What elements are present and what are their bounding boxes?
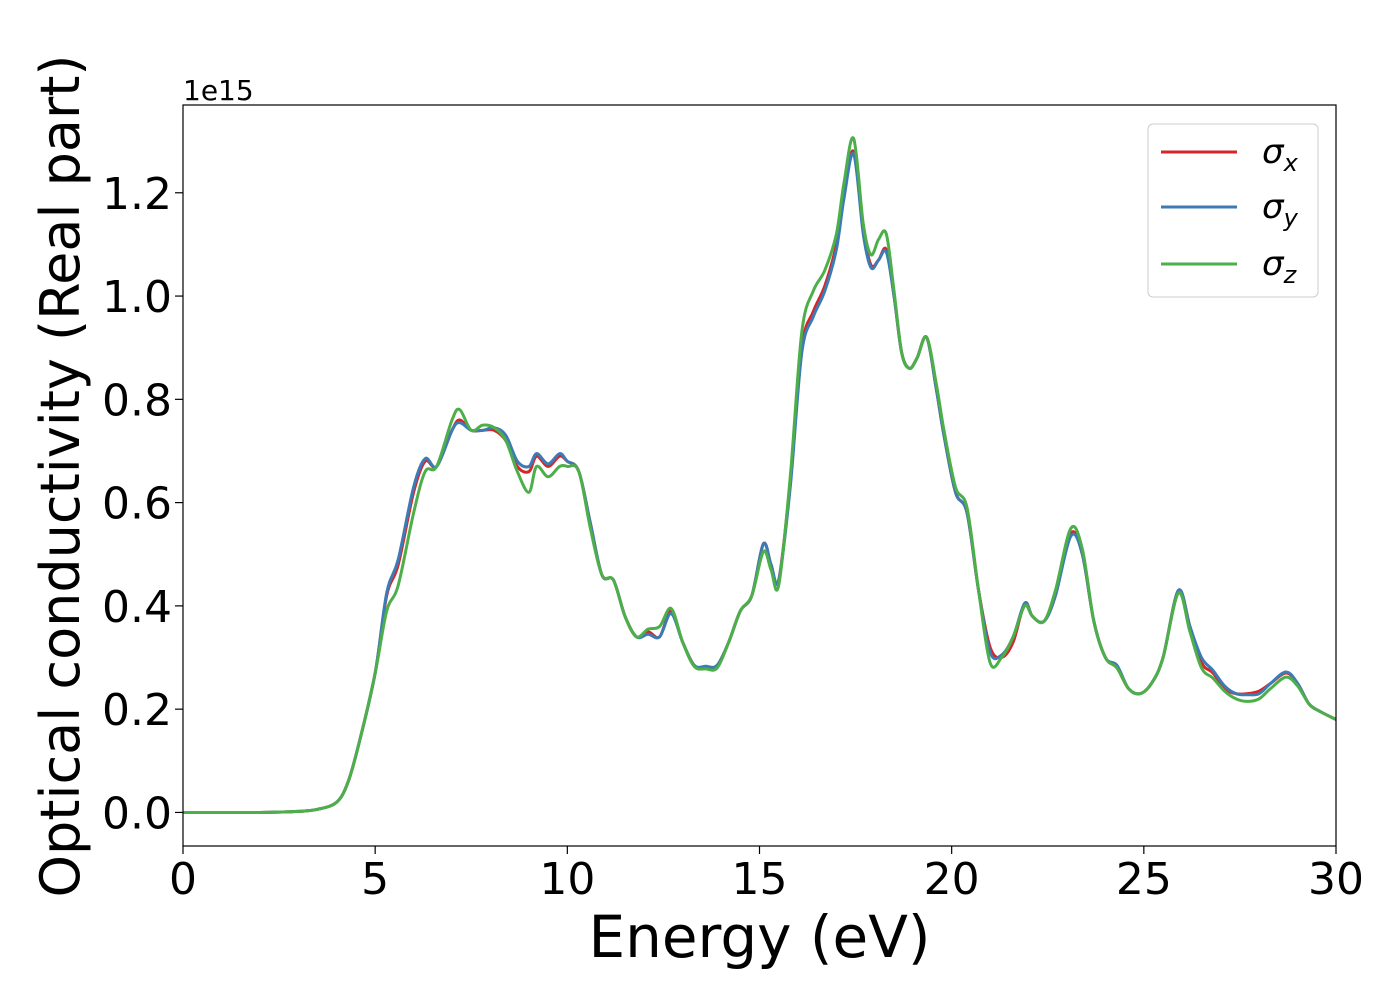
- legend-frame: [1147, 123, 1319, 298]
- x-tick-label: 5: [361, 854, 389, 905]
- x-tick-label: 25: [1116, 854, 1172, 905]
- x-axis: 0 5 10 15 20 25 30: [169, 846, 1364, 905]
- x-tick-label: 10: [539, 854, 595, 905]
- y-tick-label: 0.8: [102, 375, 172, 426]
- series-line-z: [183, 136, 1336, 815]
- x-tick-label: 20: [924, 854, 980, 905]
- y-tick-label: 0.4: [102, 582, 172, 633]
- x-tick-label: 0: [169, 854, 197, 905]
- y-tick-label: 1.0: [102, 272, 172, 323]
- legend-label-z: σz: [1262, 244, 1298, 289]
- y-tick-label: 0.6: [102, 479, 172, 530]
- y-axis: 0.0 0.2 0.4 0.6 0.8 1.0 1.2: [102, 169, 183, 839]
- y-axis-label: Optical conductivity (Real part): [29, 55, 92, 898]
- y-offset-label: 1e15: [183, 74, 254, 107]
- series-layer: [183, 136, 1336, 815]
- x-tick-label: 30: [1308, 854, 1364, 905]
- y-tick-label: 0.2: [102, 685, 172, 736]
- y-tick-label: 1.2: [102, 169, 172, 220]
- x-tick-label: 15: [732, 854, 788, 905]
- y-tick-label: 0.0: [102, 788, 172, 839]
- x-axis-label: Energy (eV): [588, 903, 930, 971]
